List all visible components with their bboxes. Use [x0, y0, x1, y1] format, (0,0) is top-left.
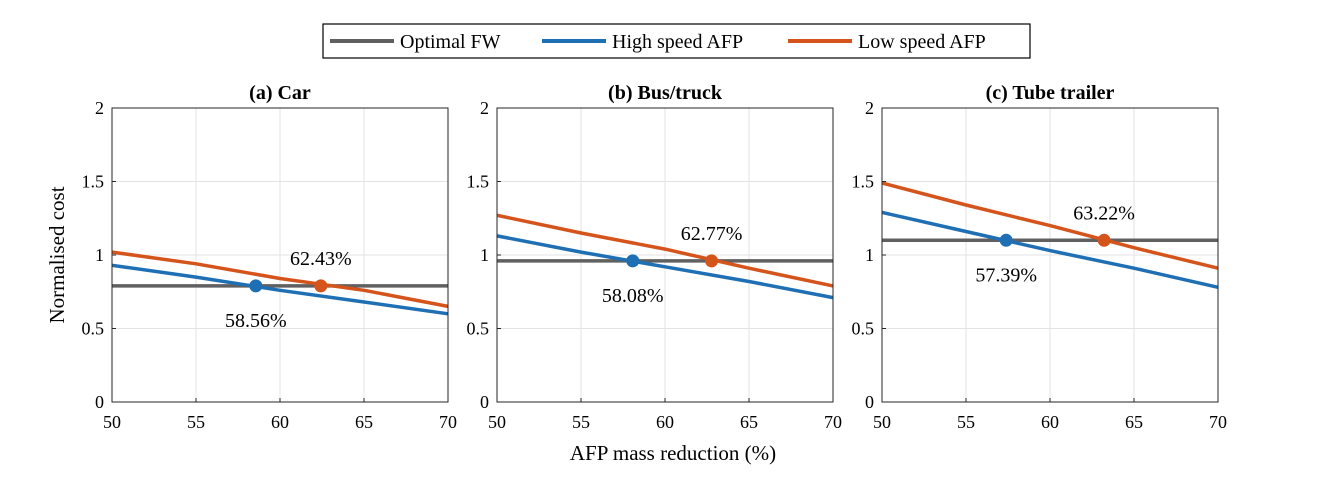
x-tick-label-car-3: 65: [355, 412, 373, 432]
intersection-marker-tube-trailer-1: [1097, 233, 1111, 247]
x-tick-label-tube-trailer-0: 50: [873, 412, 891, 432]
y-tick-label-bus-truck-0: 0: [480, 392, 489, 412]
legend-label-low-speed-afp: Low speed AFP: [858, 31, 986, 53]
subplot-bus-truck: 58.08% 62.77% 50 55 60 65 70 0 0.5 1 1.5 2 (b) Bus/t…: [467, 82, 843, 432]
annotation-label-bus-truck-1: 62.77%: [681, 223, 743, 245]
x-tick-label-bus-truck-3: 65: [740, 412, 758, 432]
y-tick-label-tube-trailer-1: 0.5: [852, 319, 875, 339]
x-tick-label-car-4: 70: [439, 412, 457, 432]
series-line-low-speed-afp-tube-trailer: [881, 181, 1219, 270]
x-tick-label-tube-trailer-3: 65: [1125, 412, 1143, 432]
x-tick-label-tube-trailer-2: 60: [1041, 412, 1059, 432]
y-tick-label-bus-truck-1: 0.5: [467, 319, 490, 339]
x-tick-label-bus-truck-1: 55: [572, 412, 590, 432]
x-tick-label-bus-truck-0: 50: [488, 412, 506, 432]
y-tick-label-tube-trailer-2: 1: [865, 245, 874, 265]
legend: Optimal FW High speed AFP Low speed AFP: [322, 23, 1031, 59]
series-line-low-speed-afp-bus-truck: [496, 213, 834, 288]
x-tick-label-bus-truck-4: 70: [824, 412, 842, 432]
subplot-car: 58.56% 62.43% 50 55 60 65 70 0 0.5 1 1.5 2 (a) Car: [82, 82, 458, 432]
y-tick-label-bus-truck-3: 1.5: [467, 172, 490, 192]
y-axis-label: Normalised cost: [45, 186, 69, 323]
y-tick-label-tube-trailer-3: 1.5: [852, 172, 875, 192]
y-tick-label-car-0: 0: [95, 392, 104, 412]
y-tick-label-car-3: 1.5: [82, 172, 105, 192]
subplot-title-tube-trailer: (c) Tube trailer: [986, 82, 1115, 104]
annotation-label-tube-trailer-0: 57.39%: [975, 264, 1037, 286]
series-line-low-speed-afp-car: [111, 250, 449, 309]
annotation-label-bus-truck-0: 58.08%: [602, 285, 664, 307]
series-line-high-speed-afp-bus-truck: [496, 234, 834, 300]
legend-label-high-speed-afp: High speed AFP: [612, 31, 743, 53]
y-tick-label-tube-trailer-0: 0: [865, 392, 874, 412]
x-axis-label: AFP mass reduction (%): [570, 441, 776, 465]
intersection-marker-bus-truck-0: [626, 254, 640, 268]
y-tick-label-car-2: 1: [95, 245, 104, 265]
annotation-label-tube-trailer-1: 63.22%: [1073, 202, 1135, 224]
annotation-label-car-1: 62.43%: [290, 248, 352, 270]
subplot-title-car: (a) Car: [249, 82, 311, 104]
legend-box: [322, 23, 1031, 59]
y-tick-label-car-1: 0.5: [82, 319, 105, 339]
series-line-high-speed-afp-tube-trailer: [881, 210, 1219, 290]
x-tick-label-car-1: 55: [187, 412, 205, 432]
intersection-marker-car-0: [249, 279, 263, 293]
y-tick-label-tube-trailer-4: 2: [865, 98, 874, 118]
y-tick-label-bus-truck-2: 1: [480, 245, 489, 265]
annotation-label-car-0: 58.56%: [225, 310, 287, 332]
intersection-marker-car-1: [314, 279, 328, 293]
subplot-tube-trailer: 57.39% 63.22% 50 55 60 65 70 0 0.5 1 1.5 2 (c) Tube …: [852, 82, 1228, 432]
y-tick-label-car-4: 2: [95, 98, 104, 118]
x-tick-label-tube-trailer-4: 70: [1209, 412, 1227, 432]
intersection-marker-bus-truck-1: [705, 254, 719, 268]
x-tick-label-bus-truck-2: 60: [656, 412, 674, 432]
intersection-marker-tube-trailer-0: [999, 233, 1013, 247]
y-tick-label-bus-truck-4: 2: [480, 98, 489, 118]
legend-label-optimal-fw: Optimal FW: [400, 31, 501, 53]
subplot-title-bus-truck: (b) Bus/truck: [608, 82, 723, 104]
series-line-high-speed-afp-car: [111, 263, 449, 316]
x-tick-label-car-2: 60: [271, 412, 289, 432]
x-tick-label-tube-trailer-1: 55: [957, 412, 975, 432]
x-tick-label-car-0: 50: [103, 412, 121, 432]
